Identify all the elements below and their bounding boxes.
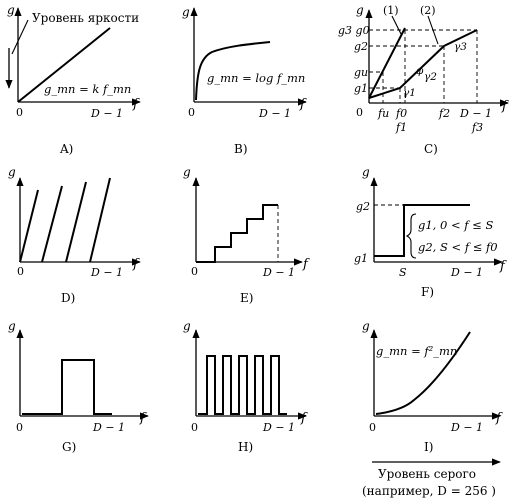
panel-c-label-f3: f3	[471, 121, 483, 134]
panel-e: g f 0 D − 1 E)	[183, 165, 310, 305]
panel-a: g f 0 D − 1 Уровень яркости g_mn = k f_m…	[5, 3, 141, 156]
panel-h: g f 0 D − 1 H)	[183, 319, 308, 454]
panel-g-origin: 0	[16, 421, 23, 434]
panel-f-y-label: g	[362, 165, 370, 179]
panel-e-staircase	[196, 204, 278, 263]
panel-c-label-g3-g0: g3 g0	[338, 24, 370, 37]
panel-c-label-f0: f0	[395, 107, 407, 120]
panel-d: g f 0 D − 1 D)	[8, 165, 141, 305]
panel-g-caption: G)	[62, 440, 76, 454]
panel-c-phi: φ	[416, 65, 424, 77]
panel-i-caption: I)	[424, 440, 433, 454]
panel-g-xmax: D − 1	[92, 421, 125, 434]
panel-f-xmax: D − 1	[450, 266, 483, 279]
panel-f-brace	[405, 213, 417, 259]
panel-c-gamma-2: γ2	[424, 71, 437, 83]
panel-a-origin: 0	[16, 106, 23, 119]
panel-d-tooth-3	[65, 181, 87, 263]
panel-d-xmax: D − 1	[90, 266, 123, 279]
panel-b-x-label: f	[299, 97, 307, 112]
panel-c-label-g2: g2	[354, 40, 368, 53]
panel-e-origin: 0	[191, 265, 198, 278]
panel-f-label-s: S	[399, 266, 407, 279]
panel-c-label-fu: fu	[377, 107, 389, 120]
panel-g: g f 0 D − 1 G)	[8, 319, 149, 454]
panel-e-x-label: f	[302, 257, 310, 272]
panel-d-tooth-1	[19, 189, 39, 263]
panel-i-xmax: D − 1	[450, 421, 483, 434]
panel-i: g f 0 D − 1 g_mn = f²_mn I)	[362, 319, 503, 454]
panel-i-quadratic-curve	[375, 331, 471, 415]
panel-i-origin: 0	[369, 421, 376, 434]
panel-g-y-label: g	[8, 319, 16, 333]
panel-c-label-g1: g1	[354, 82, 368, 95]
panel-a-xmax: D − 1	[90, 107, 123, 120]
panel-i-y-label: g	[362, 319, 370, 333]
panel-c-label-f1: f1	[395, 121, 407, 134]
panel-f-rule-2: g2, S < f ≤ f0	[418, 240, 498, 254]
panel-c-leader-2	[427, 15, 439, 45]
panel-b-origin: 0	[188, 106, 195, 119]
panel-c-curve-1-label: (1)	[383, 4, 399, 17]
panel-c-origin: 0	[356, 106, 363, 119]
panel-c-curve-2	[368, 29, 478, 99]
panel-h-y-label: g	[183, 319, 191, 333]
panel-f-label-g1: g1	[354, 252, 368, 265]
footnote: Уровень серого (например, D = 256 )	[362, 458, 501, 498]
panel-c-y-label: g	[356, 3, 364, 17]
panel-d-tooth-2	[41, 185, 63, 263]
footnote-line-1: Уровень серого	[378, 467, 476, 481]
panel-b-xmax: D − 1	[258, 107, 291, 120]
panel-h-pulse-train	[198, 355, 287, 415]
panel-f-rule-1: g1, 0 < f ≤ S	[418, 218, 493, 232]
panel-a-x-label: f	[132, 97, 140, 112]
panel-e-caption: E)	[240, 291, 253, 305]
panel-c-leader-1	[391, 15, 402, 35]
panel-c-curve-1	[368, 27, 406, 99]
panel-c-x-label: f	[501, 99, 509, 114]
panel-i-x-label: f	[495, 411, 503, 426]
panel-d-origin: 0	[17, 265, 24, 278]
panel-i-formula: g_mn = f²_mn	[376, 344, 457, 358]
panel-f-caption: F)	[421, 285, 434, 299]
panel-a-caption: A)	[59, 142, 73, 156]
panel-e-xmax: D − 1	[262, 266, 295, 279]
panel-c-curve-2-label: (2)	[420, 4, 436, 17]
panel-f: g f g2 g1 S D − 1 g1, 0 < f ≤ S g2, S < …	[354, 165, 507, 299]
panel-g-x-label: f	[139, 411, 147, 426]
panel-b-y-label: g	[182, 5, 190, 19]
panel-d-y-label: g	[8, 165, 16, 179]
panel-c-label-gu: gu	[354, 66, 368, 79]
panel-b-log-curve	[195, 41, 271, 101]
panel-c-gamma-1: γ1	[403, 87, 416, 99]
panel-f-label-g2: g2	[356, 200, 370, 213]
panel-a-annotation: Уровень яркости	[32, 11, 139, 25]
panel-f-threshold-curve	[374, 204, 470, 257]
panel-f-x-label: f	[499, 259, 507, 274]
panel-c-label-dmax: D − 1	[459, 107, 492, 120]
panel-a-linear-curve	[17, 27, 111, 103]
panel-e-y-label: g	[183, 165, 191, 179]
panel-c-caption: C)	[424, 142, 438, 156]
panel-d-x-label: f	[132, 257, 140, 272]
panel-d-tooth-4	[89, 177, 111, 263]
panel-a-formula: g_mn = k f_mn	[44, 82, 131, 96]
panel-c-label-f2: f2	[438, 107, 450, 120]
panel-h-origin: 0	[191, 421, 198, 434]
panel-b-caption: B)	[234, 142, 248, 156]
panel-a-annotation-leader	[11, 19, 29, 55]
panel-d-caption: D)	[61, 291, 75, 305]
panel-h-caption: H)	[238, 440, 253, 454]
panel-c-gamma-3: γ3	[454, 41, 467, 53]
panel-b-formula: g_mn = log f_mn	[207, 71, 305, 85]
panel-c: g f 0 g3 g0 g2 gu g1 fu f0 f1 f2 D − 1 f…	[338, 3, 509, 156]
panel-h-xmax: D − 1	[262, 421, 295, 434]
panel-g-pulse	[22, 359, 112, 415]
panel-b: g f 0 D − 1 g_mn = log f_mn B)	[182, 5, 307, 156]
panel-h-x-label: f	[300, 411, 308, 426]
footnote-line-2: (например, D = 256 )	[362, 484, 496, 498]
panel-a-y-label: g	[7, 3, 15, 17]
